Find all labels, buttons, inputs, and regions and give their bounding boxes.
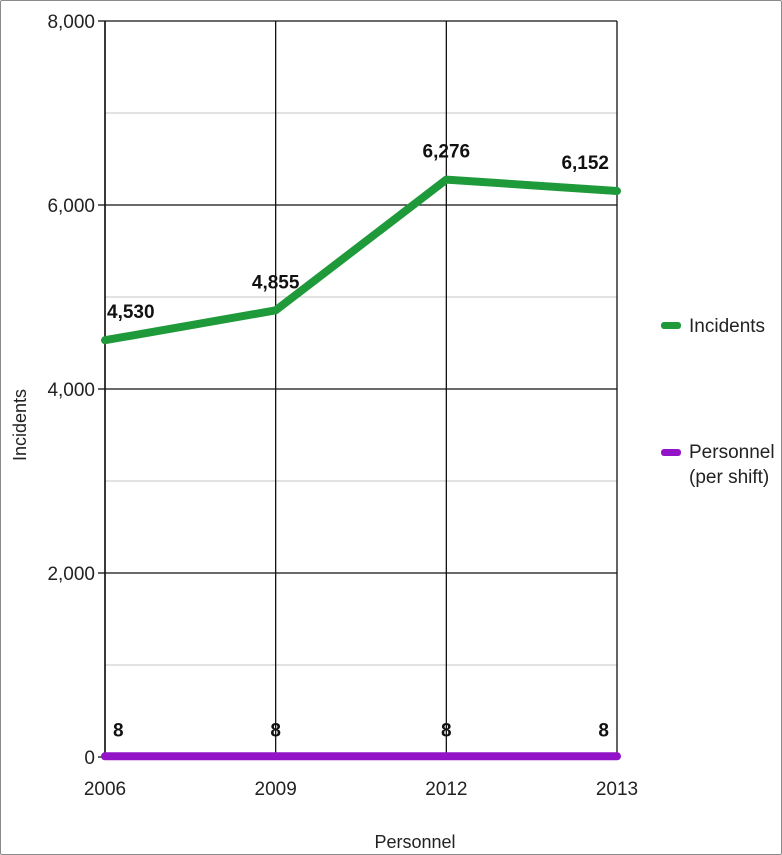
personnel-data-label: 8	[598, 720, 609, 741]
personnel-data-label: 8	[113, 720, 124, 741]
y-tick-label: 2,000	[47, 564, 95, 585]
y-axis-title: Incidents	[10, 389, 30, 461]
legend-label-personnel-line2: (per shift)	[689, 467, 770, 488]
y-tick-label: 6,000	[47, 196, 95, 217]
y-tick-label: 0	[84, 748, 95, 769]
incidents-data-label: 4,855	[252, 272, 300, 293]
grid	[104, 20, 618, 758]
data-labels: 4,530 4,855 6,276 6,152 8 8 8 8	[107, 142, 609, 742]
axes: 0 2,000 4,000 6,000 8,000 2006 2009 2012 2013	[47, 12, 638, 800]
incidents-data-label: 6,152	[561, 153, 609, 174]
personnel-data-label: 8	[270, 720, 281, 741]
incidents-data-label: 6,276	[423, 142, 471, 163]
x-tick-label: 2013	[596, 779, 638, 800]
personnel-data-label: 8	[441, 720, 452, 741]
legend-label-incidents: Incidents	[689, 316, 766, 337]
y-tick-label: 4,000	[47, 380, 95, 401]
x-tick-label: 2009	[255, 779, 297, 800]
legend-label-personnel: Personnel (per shift)	[689, 440, 775, 490]
legend-swatch-incidents	[661, 322, 681, 329]
series-layer	[101, 175, 621, 761]
legend-label-personnel-line1: Personnel	[689, 442, 775, 463]
incidents-data-label: 4,530	[107, 302, 155, 323]
x-tick-label: 2012	[425, 779, 467, 800]
y-tick-label: 8,000	[47, 12, 95, 33]
x-tick-label: 2006	[84, 779, 126, 800]
incidents-line	[101, 175, 621, 345]
x-axis-title: Personnel	[374, 832, 455, 852]
legend-swatch-personnel	[661, 449, 681, 456]
